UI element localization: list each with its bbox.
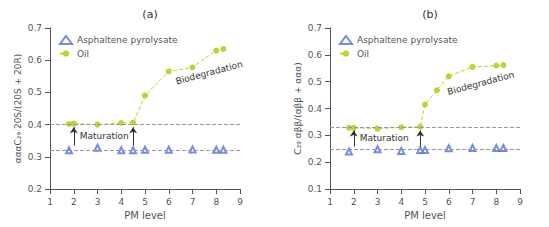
svg-text:Asphaltene pyrolysate: Asphaltene pyrolysate bbox=[357, 35, 458, 45]
svg-text:C₂₉ αββ/(αββ + ααα): C₂₉ αββ/(αββ + ααα) bbox=[293, 62, 303, 154]
svg-text:5: 5 bbox=[422, 197, 428, 207]
svg-text:0.1: 0.1 bbox=[308, 184, 322, 194]
svg-text:9: 9 bbox=[517, 197, 523, 207]
svg-text:(b): (b) bbox=[422, 8, 438, 21]
svg-text:6: 6 bbox=[166, 197, 172, 207]
svg-text:0.6: 0.6 bbox=[308, 50, 323, 60]
svg-text:2: 2 bbox=[71, 197, 77, 207]
svg-text:3: 3 bbox=[95, 197, 101, 207]
svg-text:4: 4 bbox=[118, 197, 124, 207]
svg-text:Maturation: Maturation bbox=[360, 133, 409, 143]
svg-text:1: 1 bbox=[327, 197, 333, 207]
svg-text:0.4: 0.4 bbox=[28, 120, 43, 130]
svg-text:6: 6 bbox=[446, 197, 452, 207]
svg-text:0.3: 0.3 bbox=[28, 152, 42, 162]
svg-text:8: 8 bbox=[213, 197, 219, 207]
svg-text:3: 3 bbox=[375, 197, 381, 207]
svg-text:(a): (a) bbox=[142, 8, 157, 21]
svg-text:Biodegradation: Biodegradation bbox=[446, 69, 515, 96]
svg-text:Oil: Oil bbox=[357, 49, 369, 59]
svg-text:0.5: 0.5 bbox=[28, 87, 42, 97]
svg-text:Oil: Oil bbox=[77, 49, 89, 59]
svg-text:2: 2 bbox=[351, 197, 357, 207]
svg-text:0.7: 0.7 bbox=[308, 23, 322, 33]
svg-text:0.4: 0.4 bbox=[308, 104, 323, 114]
svg-text:Maturation: Maturation bbox=[80, 131, 129, 141]
svg-text:Asphaltene pyrolysate: Asphaltene pyrolysate bbox=[77, 35, 178, 45]
svg-text:Biodegradation: Biodegradation bbox=[175, 59, 244, 86]
svg-text:1: 1 bbox=[47, 197, 53, 207]
svg-text:0.2: 0.2 bbox=[28, 184, 42, 194]
svg-text:7: 7 bbox=[190, 197, 196, 207]
svg-text:αααC₂₉ 20S/(20S + 20R): αααC₂₉ 20S/(20S + 20R) bbox=[13, 54, 23, 164]
svg-text:PM level: PM level bbox=[124, 210, 166, 221]
svg-text:0.6: 0.6 bbox=[28, 55, 43, 65]
svg-text:PM level: PM level bbox=[404, 210, 446, 221]
svg-text:0.7: 0.7 bbox=[28, 23, 42, 33]
svg-text:0.3: 0.3 bbox=[308, 130, 322, 140]
svg-text:8: 8 bbox=[493, 197, 499, 207]
svg-text:5: 5 bbox=[142, 197, 148, 207]
svg-text:0.2: 0.2 bbox=[308, 157, 322, 167]
svg-text:7: 7 bbox=[470, 197, 476, 207]
svg-text:9: 9 bbox=[237, 197, 243, 207]
svg-text:4: 4 bbox=[398, 197, 404, 207]
svg-text:0.5: 0.5 bbox=[308, 77, 322, 87]
